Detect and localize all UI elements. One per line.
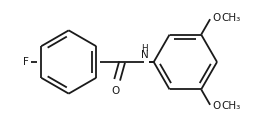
Text: CH₃: CH₃	[221, 13, 240, 23]
Text: CH₃: CH₃	[221, 101, 240, 111]
Text: O: O	[111, 86, 119, 96]
Text: O: O	[212, 101, 220, 111]
Text: N: N	[141, 50, 149, 60]
Text: O: O	[212, 13, 220, 23]
Text: H: H	[141, 44, 148, 53]
Text: F: F	[23, 57, 29, 67]
